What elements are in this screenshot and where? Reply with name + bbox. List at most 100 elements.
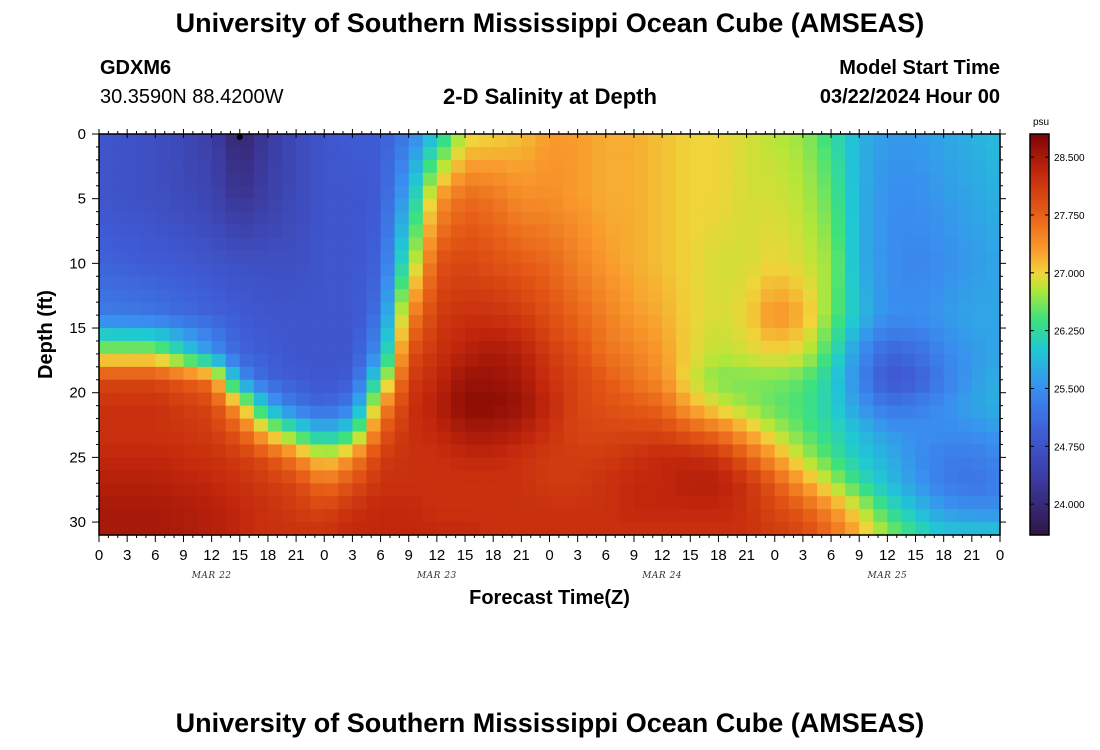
heatmap-cell [690,366,705,381]
heatmap-cell [577,159,593,174]
heatmap-cell [450,289,466,303]
heatmap-cell [366,340,382,355]
heatmap-cell [169,340,185,355]
heatmap-cell [732,340,748,355]
heatmap-cell [239,392,255,407]
heatmap-cell [563,302,579,316]
heatmap-cell [563,328,579,342]
heatmap-cell [591,496,607,510]
heatmap-cell [662,340,677,355]
heatmap-cell [816,224,832,239]
heatmap-cell [450,211,466,226]
heatmap-cell [746,431,762,446]
heatmap-cell [577,431,593,446]
heatmap-cell [535,405,551,420]
heatmap-cell [704,198,720,213]
heatmap-cell [253,405,269,420]
heatmap-cell [253,185,269,200]
heatmap-cell [633,185,649,200]
heatmap-cell [760,379,776,394]
heatmap-cell [746,366,762,381]
heatmap-cell [99,470,114,484]
heatmap-cell [479,418,494,433]
heatmap-cell [915,366,931,381]
heatmap-cell [704,483,720,497]
heatmap-cell [971,457,987,471]
heatmap-cell [239,509,255,523]
heatmap-cell [831,340,846,355]
heatmap-cell [267,198,283,213]
heatmap-cell [267,159,283,174]
heatmap-cell [873,172,888,187]
heatmap-cell [479,134,494,148]
heatmap-cell [338,431,354,446]
heatmap-cell [704,444,720,458]
heatmap-cell [605,237,621,252]
heatmap-cell [324,379,339,394]
heatmap-cell [211,353,227,368]
heatmap-cell [169,366,185,381]
heatmap-cell [296,315,311,329]
heatmap-cell [535,431,551,446]
heatmap-cell [521,366,537,381]
heatmap-cell [648,379,663,394]
heatmap-cell [929,431,945,446]
heatmap-cell [662,289,677,303]
heatmap-cell [845,198,860,213]
heatmap-cell [887,522,903,536]
heatmap-cell [521,237,537,252]
heatmap-cell [394,276,410,290]
heatmap-cell [394,224,410,239]
heatmap-cell [211,405,227,420]
heatmap-cell [141,328,156,342]
heatmap-cell [577,276,593,290]
heatmap-cell [113,315,128,329]
heatmap-cell [366,198,382,213]
heatmap-cell [985,198,1001,213]
heatmap-cell [662,405,677,420]
heatmap-cell [788,237,804,252]
heatmap-cell [324,237,339,252]
heatmap-cell [267,431,283,446]
heatmap-cell [99,134,114,148]
heatmap-cell [915,328,931,342]
heatmap-cell [521,340,537,355]
heatmap-cell [873,250,888,264]
heatmap-cell [802,418,818,433]
heatmap-cell [619,250,635,264]
heatmap-cell [845,146,860,161]
heatmap-cell [141,392,156,407]
heatmap-cell [408,146,424,161]
heatmap-cell [943,522,959,536]
heatmap-cell [450,522,466,536]
heatmap-cell [831,496,846,510]
heatmap-cell [577,392,593,407]
heatmap-cell [521,315,537,329]
heatmap-cell [591,315,607,329]
x-tick-label: 9 [405,547,413,564]
heatmap-cell [408,366,424,381]
x-tick-label: 15 [231,547,248,564]
heatmap-cell [169,392,185,407]
heatmap-cell [465,366,480,381]
heatmap-cell [859,237,874,252]
heatmap-cell [422,431,438,446]
heatmap-cell [310,159,325,174]
heatmap-cell [746,470,762,484]
heatmap-cell [845,185,860,200]
heatmap-cell [338,224,354,239]
heatmap-cell [183,457,199,471]
heatmap-cell [507,522,522,536]
heatmap-cell [704,263,720,277]
heatmap-cell [267,315,283,329]
heatmap-cell [479,315,494,329]
heatmap-cell [943,431,959,446]
heatmap-cell [816,457,832,471]
heatmap-cell [887,315,903,329]
heatmap-cell [760,496,776,510]
heatmap-cell [831,470,846,484]
heatmap-cell [282,315,297,329]
heatmap-cell [394,172,410,187]
heatmap-cell [662,237,677,252]
heatmap-cell [704,457,720,471]
